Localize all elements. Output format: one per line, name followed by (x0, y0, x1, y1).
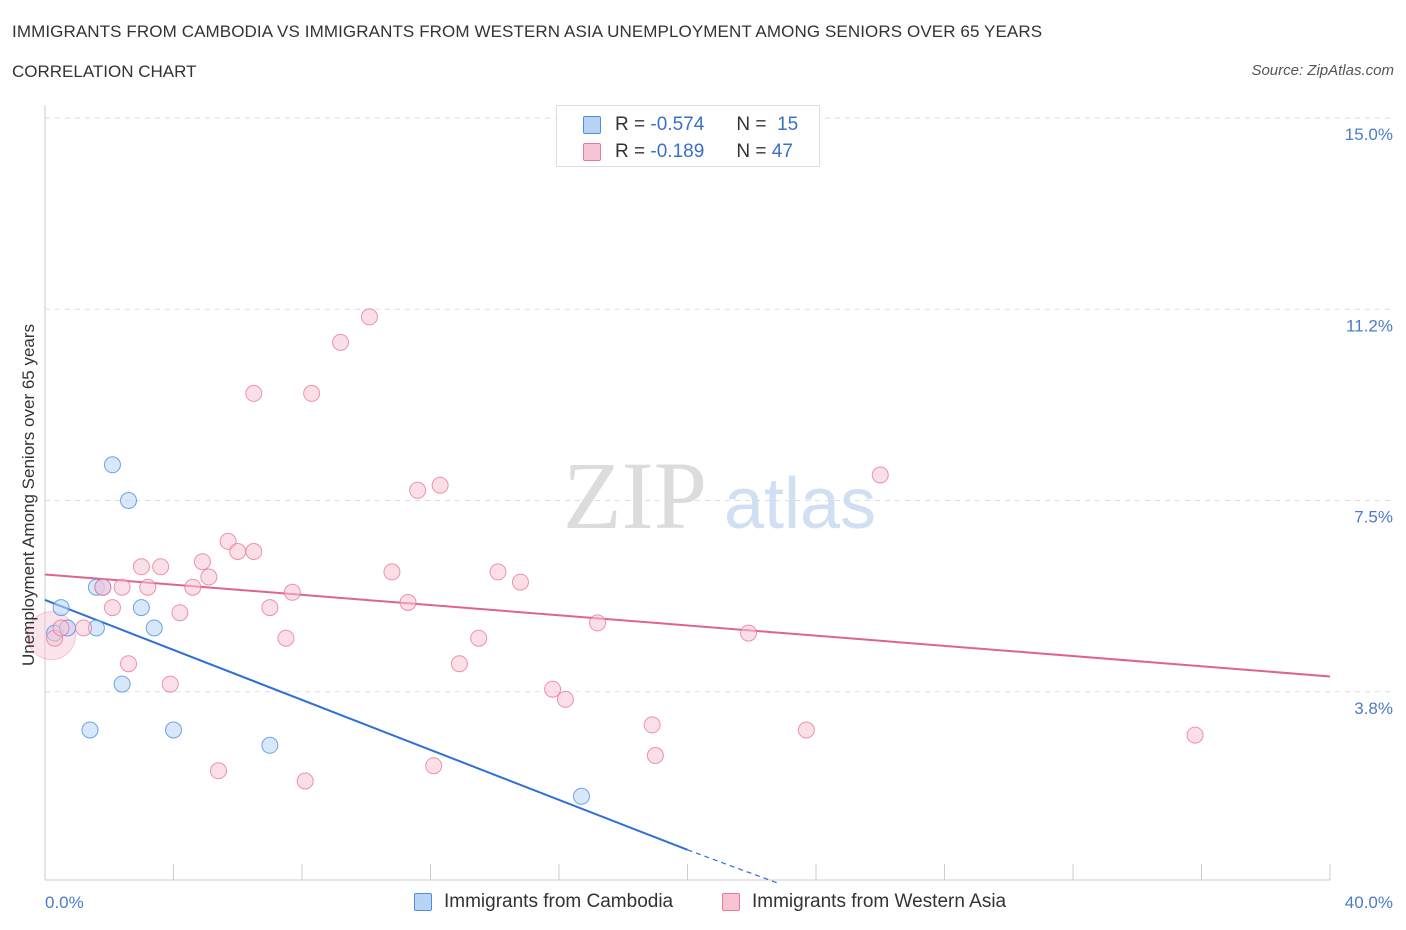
data-point-pink (245, 543, 263, 560)
data-point-pink (431, 476, 449, 494)
data-point-blue (572, 787, 590, 805)
legend-n-value: 15 (777, 114, 799, 135)
data-point-blue (145, 619, 163, 637)
x-tick-label: 0.0% (45, 893, 84, 912)
legend-r-value: -0.574 (650, 114, 705, 135)
data-point-pink (171, 604, 189, 622)
data-point-blue (261, 736, 279, 754)
data-point-pink (332, 333, 350, 351)
legend-n-label: N = (736, 114, 767, 135)
bottom-legend-label: Immigrants from Cambodia (444, 891, 674, 912)
data-point-pink (113, 578, 131, 596)
data-point-pink (75, 619, 93, 637)
legend-swatch-blue (583, 116, 601, 134)
legend: R = -0.574 N = 15 R = -0.189 N = 47 (556, 105, 820, 167)
data-point-pink (103, 599, 121, 617)
data-point-pink (409, 481, 427, 499)
data-point-pink (161, 675, 179, 693)
y-tick-label: 3.8% (1354, 699, 1393, 718)
y-tick-label: 15.0% (1345, 125, 1393, 144)
chart-title: IMMIGRANTS FROM CAMBODIA VS IMMIGRANTS F… (12, 22, 1043, 41)
bottom-legend-cambodia: Immigrants from Cambodia (414, 890, 673, 914)
data-point-pink (229, 543, 247, 560)
data-point-blue (165, 721, 182, 739)
data-point-blue (132, 599, 150, 617)
grid (45, 117, 1395, 693)
data-point-pink (871, 466, 889, 484)
data-point-pink (511, 573, 529, 591)
legend-swatch-pink (583, 143, 601, 161)
watermark: ZIP atlas (563, 442, 876, 549)
data-point-pink (383, 563, 401, 581)
legend-row-cambodia: R = -0.574 N = 15 (583, 114, 798, 136)
y-axis-label: Unemployment Among Seniors over 65 years (19, 324, 38, 666)
chart-subtitle: CORRELATION CHART (12, 62, 197, 81)
tick-labels: 3.8% 7.5% 11.2% 15.0% 0.0% 40.0% (45, 125, 1393, 912)
data-point-pink (193, 553, 211, 571)
data-point-pink (52, 619, 70, 637)
y-tick-label: 7.5% (1354, 508, 1393, 527)
bottom-legend-swatch-pink (722, 893, 740, 911)
legend-r-label: R = (615, 114, 646, 135)
data-point-pink (643, 716, 661, 734)
bottom-legend-swatch-blue (414, 893, 432, 911)
data-point-pink (184, 578, 202, 596)
data-point-pink (303, 384, 321, 402)
source-label: Source: ZipAtlas.com (1251, 62, 1394, 79)
data-point-blue (52, 599, 70, 617)
data-point-pink (209, 762, 227, 780)
legend-row-western-asia: R = -0.189 N = 47 (583, 141, 793, 163)
data-point-pink (296, 772, 314, 790)
data-point-pink (556, 690, 574, 708)
data-point-blue (103, 456, 121, 474)
data-point-pink (450, 655, 468, 673)
data-points (26, 308, 1204, 805)
data-point-pink (283, 583, 301, 601)
watermark-zip: ZIP (563, 442, 707, 549)
data-point-pink (139, 578, 157, 596)
data-point-pink (425, 757, 443, 775)
data-point-pink (1186, 726, 1204, 744)
bottom-legend-western-asia: Immigrants from Western Asia (722, 890, 1006, 914)
data-point-blue (113, 675, 131, 693)
axes (44, 105, 1331, 881)
data-point-pink (94, 578, 112, 596)
legend-r-value: -0.189 (650, 141, 705, 162)
data-point-pink (646, 747, 664, 764)
data-point-pink (740, 624, 758, 642)
data-point-blue (120, 492, 138, 509)
legend-r-label: R = (615, 141, 646, 162)
bottom-legend-label: Immigrants from Western Asia (752, 891, 1007, 912)
data-point-pink (489, 563, 507, 581)
data-point-pink (470, 629, 488, 647)
data-point-pink (277, 629, 295, 647)
x-tick-label: 40.0% (1345, 893, 1393, 912)
data-point-pink (399, 594, 417, 611)
data-point-blue (81, 721, 99, 739)
trend-lines (44, 573, 1331, 884)
legend-n-label: N = (736, 141, 767, 162)
y-tick-label: 11.2% (1346, 316, 1393, 335)
trend-line-blue (44, 599, 688, 851)
data-point-pink (245, 384, 263, 402)
trend-line-dashed-blue (687, 849, 778, 884)
data-point-pink (132, 558, 150, 576)
data-point-pink (261, 599, 279, 617)
data-point-pink (152, 558, 170, 576)
data-point-pink (589, 614, 607, 632)
data-point-pink (120, 655, 138, 673)
data-point-pink (797, 721, 815, 739)
legend-n-value: 47 (771, 141, 793, 162)
data-point-pink (360, 308, 378, 326)
data-point-pink (544, 680, 562, 698)
trend-line-pink (44, 573, 1331, 678)
watermark-atlas: atlas (724, 464, 876, 544)
data-point-pink (200, 568, 218, 586)
